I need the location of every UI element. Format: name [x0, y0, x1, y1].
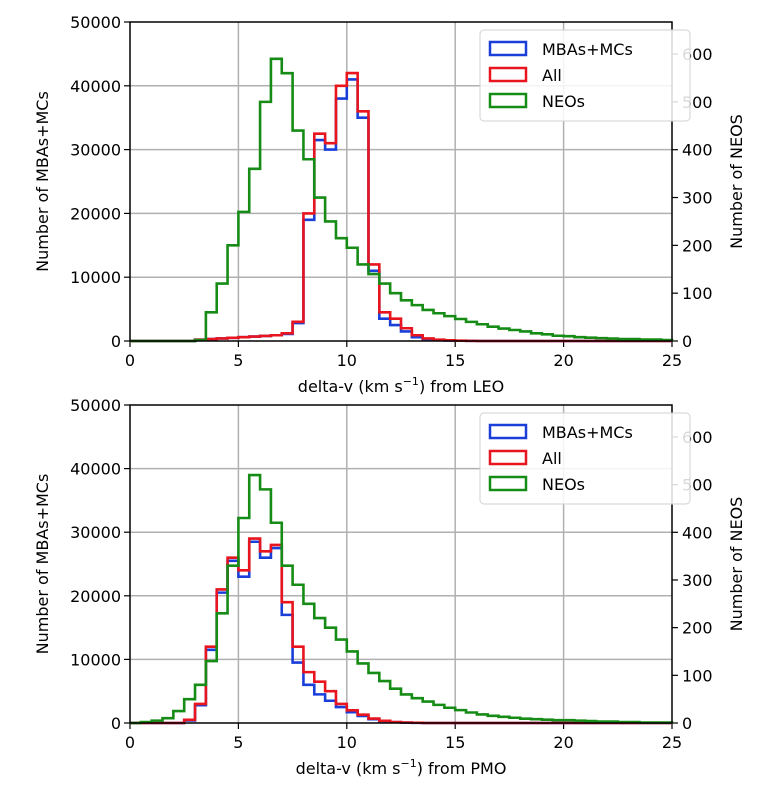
y-right-tick-label: 100 [682, 666, 713, 685]
x-tick-label: 5 [233, 351, 243, 370]
chart-panel-1: 0 5 10 15 20 25010000200003000040000500000100… [33, 13, 746, 396]
y-tick-label: 50000 [70, 396, 121, 415]
x-axis-label-pre: delta-v (km s [296, 759, 401, 778]
y-axis-label: Number of MBAs+MCs [33, 91, 52, 272]
y-right-axis-label: Number of NEOS [727, 114, 746, 249]
y-right-tick-label: 200 [682, 619, 713, 638]
y-tick-label: 10000 [70, 268, 121, 287]
legend: MBAs+MCs All NEOs [479, 412, 691, 505]
x-tick-label: 20 [553, 351, 573, 370]
histogram-series-mbas [130, 540, 672, 725]
y-right-tick-label: 400 [682, 523, 713, 542]
y-right-axis-label: Number of NEOS [727, 497, 746, 632]
x-tick-label: 20 [553, 733, 573, 752]
y-tick-label: 30000 [70, 141, 121, 160]
y-tick-label: 10000 [70, 650, 121, 669]
x-tick-label: 25 [662, 351, 682, 370]
x-tick-label: 15 [445, 351, 465, 370]
legend-label-all: All [542, 66, 562, 85]
y-axis-label: Number of MBAs+MCs [33, 474, 52, 655]
x-tick-label: 0 [125, 733, 135, 752]
x-tick-label: 25 [662, 733, 682, 752]
x-axis-label-post: ) from PMO [417, 759, 507, 778]
x-tick-label: 10 [337, 733, 357, 752]
x-tick-label: 0 [125, 351, 135, 370]
y-tick-label: 40000 [70, 77, 121, 96]
x-axis-label-pre: delta-v (km s [298, 377, 403, 396]
y-tick-label: 20000 [70, 587, 121, 606]
legend-box [479, 412, 691, 505]
y-right-tick-label: 300 [682, 189, 713, 208]
x-tick-label: 5 [233, 733, 243, 752]
x-axis-label-post: ) from LEO [419, 377, 504, 396]
legend-swatch-mbas [488, 40, 528, 57]
axes-frame [129, 21, 673, 342]
legend-label-neos: NEOs [542, 92, 585, 111]
legend-label-all: All [542, 449, 562, 468]
legend-swatch-all [488, 449, 528, 466]
x-tick-label: 10 [337, 351, 357, 370]
x-axis-label-sup: −1 [401, 757, 417, 770]
histogram-series-neos [130, 57, 674, 343]
y-tick-label: 20000 [70, 204, 121, 223]
x-axis-label: delta-v (km s−1) from LEO [298, 375, 504, 396]
x-tick-label: 15 [445, 733, 465, 752]
histogram-series-neos [130, 473, 674, 725]
axes-frame [129, 404, 673, 724]
y-right-tick-label: 400 [682, 141, 713, 160]
y-right-tick-label: 0 [682, 332, 692, 351]
y-tick-label: 40000 [70, 460, 121, 479]
legend-swatch-neos [488, 475, 528, 492]
x-axis-label-sup: −1 [403, 375, 419, 388]
legend-label-mbas: MBAs+MCs [542, 423, 633, 442]
y-right-tick-label: 0 [682, 714, 692, 733]
legend: MBAs+MCs All NEOs [479, 29, 691, 122]
x-axis-label: delta-v (km s−1) from PMO [296, 757, 507, 778]
legend-label-mbas: MBAs+MCs [542, 40, 633, 59]
y-tick-label: 50000 [70, 13, 121, 32]
y-right-tick-label: 300 [682, 571, 713, 590]
legend-swatch-neos [488, 92, 528, 109]
y-tick-label: 0 [111, 332, 121, 351]
legend-label-neos: NEOs [542, 475, 585, 494]
legend-swatch-all [488, 66, 528, 83]
legend-box [479, 29, 691, 122]
y-right-tick-label: 200 [682, 236, 713, 255]
y-tick-label: 0 [111, 714, 121, 733]
y-tick-label: 30000 [70, 523, 121, 542]
y-right-tick-label: 100 [682, 284, 713, 303]
legend-swatch-mbas [488, 423, 528, 440]
chart-panel-2: 0 5 10 15 20 25010000200003000040000500000100… [33, 396, 746, 778]
